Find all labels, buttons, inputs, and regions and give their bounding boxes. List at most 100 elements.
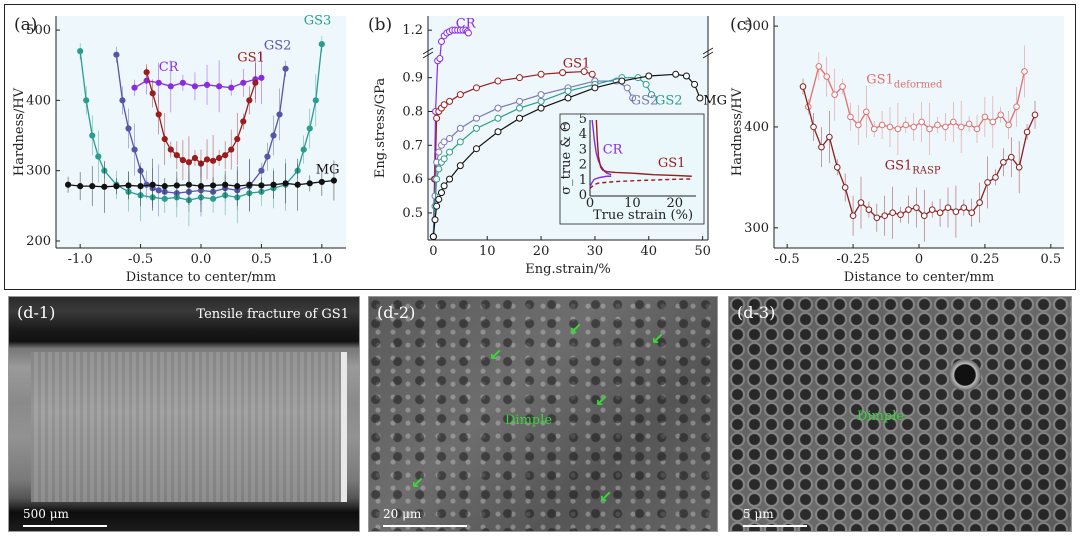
- data-point: [494, 77, 502, 85]
- sem-image-d1: (d-1) Tensile fracture of GS1 500 μm: [8, 296, 360, 532]
- data-point: [976, 199, 983, 206]
- y-axis-label: Hardness/HV: [730, 87, 745, 176]
- axis-break-mark: [702, 51, 714, 59]
- data-point: [446, 97, 454, 105]
- data-point: [240, 79, 247, 86]
- data-point: [897, 211, 904, 219]
- data-point: [1007, 153, 1015, 161]
- data-point: [516, 97, 524, 105]
- data-point: [228, 84, 235, 91]
- data-point: [300, 146, 307, 153]
- data-point: [559, 69, 567, 77]
- x-tick-label: 0: [429, 244, 437, 259]
- data-point: [258, 167, 265, 174]
- data-point: [149, 90, 156, 97]
- data-point: [464, 29, 472, 37]
- data-point: [436, 55, 444, 62]
- x-tick-label: -0.5: [775, 252, 800, 267]
- data-point: [696, 94, 704, 102]
- data-point: [161, 135, 168, 143]
- data-point: [282, 65, 289, 72]
- y-tick-label: 0.9: [402, 71, 423, 86]
- data-point: [472, 124, 480, 132]
- data-point: [222, 152, 229, 159]
- series-line-GS1_deformed: [807, 65, 1026, 130]
- data-point: [433, 114, 441, 122]
- data-point: [143, 69, 150, 76]
- series-label-GS2: GS2: [631, 94, 659, 109]
- data-point: [989, 118, 997, 126]
- data-point: [905, 206, 912, 213]
- sem-title-d1: Tensile fracture of GS1: [196, 307, 349, 322]
- data-point: [77, 48, 84, 55]
- data-point: [113, 51, 120, 58]
- fracture-surface: [31, 352, 347, 502]
- data-point: [437, 38, 445, 45]
- data-point: [997, 111, 1005, 119]
- panel-label-b: (b): [368, 15, 392, 35]
- inset-y-tick-label: 5: [579, 112, 587, 127]
- data-point: [234, 135, 241, 143]
- series-label-GS2: GS2: [655, 94, 683, 109]
- data-point: [642, 80, 650, 88]
- data-point: [119, 97, 126, 104]
- series-label-GS1: GS1: [563, 57, 591, 72]
- data-point: [306, 180, 313, 187]
- data-point: [910, 123, 918, 131]
- data-point: [318, 178, 325, 186]
- data-point: [446, 135, 454, 143]
- inset-frame: [559, 113, 705, 225]
- data-point: [928, 206, 936, 213]
- data-point: [537, 97, 545, 105]
- inset-y-tick-label: 3: [579, 142, 587, 157]
- series-line-curve: [589, 178, 692, 189]
- data-point: [77, 183, 84, 190]
- data-point: [629, 94, 637, 102]
- data-point: [472, 114, 480, 122]
- data-point: [645, 72, 653, 80]
- x-tick-label: -0.25: [836, 252, 869, 267]
- panel-label-d3: (d-3): [737, 303, 776, 322]
- data-point: [456, 162, 464, 170]
- data-point: [516, 114, 524, 122]
- data-point: [799, 83, 807, 90]
- data-point: [155, 111, 162, 118]
- data-point: [446, 148, 454, 156]
- y-tick-label: 0.8: [402, 104, 423, 119]
- panel-label-d1: (d-1): [17, 303, 56, 322]
- inset-y-tick-label: 0: [579, 188, 587, 203]
- data-point: [429, 233, 437, 241]
- x-tick-label: 10: [479, 244, 496, 259]
- arrow-icon: ↙: [489, 345, 503, 364]
- data-point: [101, 183, 108, 190]
- data-point: [537, 70, 545, 78]
- data-point: [435, 165, 443, 173]
- data-point: [516, 104, 524, 112]
- data-point: [826, 133, 833, 141]
- data-point: [516, 74, 524, 82]
- data-point: [965, 120, 973, 128]
- panel-label-a: (a): [14, 15, 37, 35]
- data-point: [216, 83, 223, 90]
- scale-label-d2: 20 μm: [383, 507, 422, 521]
- arrow-icon: ↙: [595, 391, 609, 410]
- inset-x-axis-label: True strain (%): [593, 208, 693, 223]
- data-point: [494, 114, 502, 122]
- data-point: [113, 183, 120, 190]
- data-point: [83, 97, 90, 104]
- series-label-MG: MG: [703, 94, 727, 109]
- x-tick-label: 0.5: [1040, 252, 1061, 267]
- chart-frame: [4, 4, 1076, 290]
- series-label-GS1-deformed: GS1deformed: [866, 73, 943, 91]
- large-dimple: [949, 359, 981, 391]
- y-tick-label: 300: [744, 221, 769, 236]
- data-point: [185, 159, 193, 166]
- arrow-icon: ↙: [599, 487, 613, 506]
- data-point: [456, 91, 464, 99]
- data-point: [902, 121, 910, 129]
- data-point: [433, 202, 441, 210]
- series-line-GS1: [595, 119, 692, 177]
- y-tick-label: 0.7: [402, 138, 423, 153]
- data-point: [839, 83, 846, 90]
- x-tick-label: 0: [915, 252, 923, 267]
